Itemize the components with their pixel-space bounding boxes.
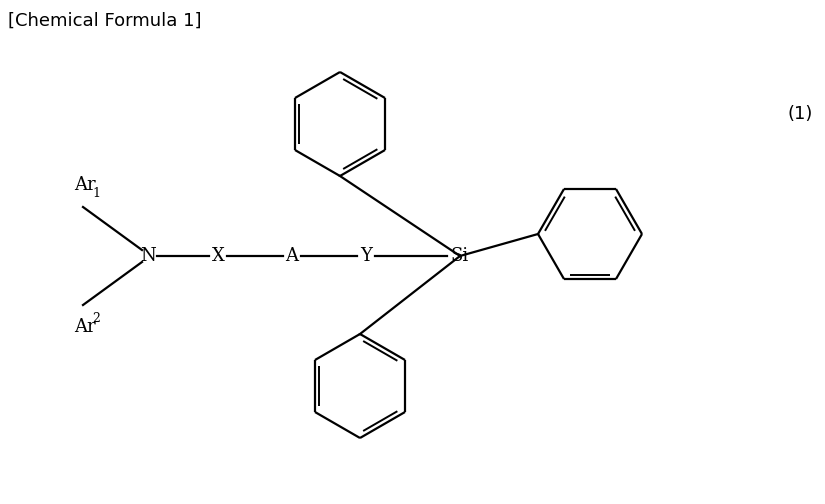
Text: Si: Si [451, 247, 469, 265]
Text: X: X [211, 247, 224, 265]
Text: 2: 2 [92, 312, 100, 325]
Text: A: A [285, 247, 299, 265]
Text: (1): (1) [787, 105, 813, 123]
Text: [Chemical Formula 1]: [Chemical Formula 1] [8, 12, 201, 30]
Text: Y: Y [360, 247, 372, 265]
Text: Ar: Ar [74, 176, 96, 194]
Text: Ar: Ar [74, 318, 96, 336]
Text: 1: 1 [92, 187, 100, 200]
Text: N: N [140, 247, 156, 265]
